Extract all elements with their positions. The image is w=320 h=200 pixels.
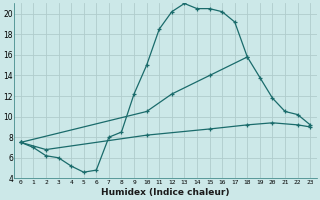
X-axis label: Humidex (Indice chaleur): Humidex (Indice chaleur) <box>101 188 230 197</box>
